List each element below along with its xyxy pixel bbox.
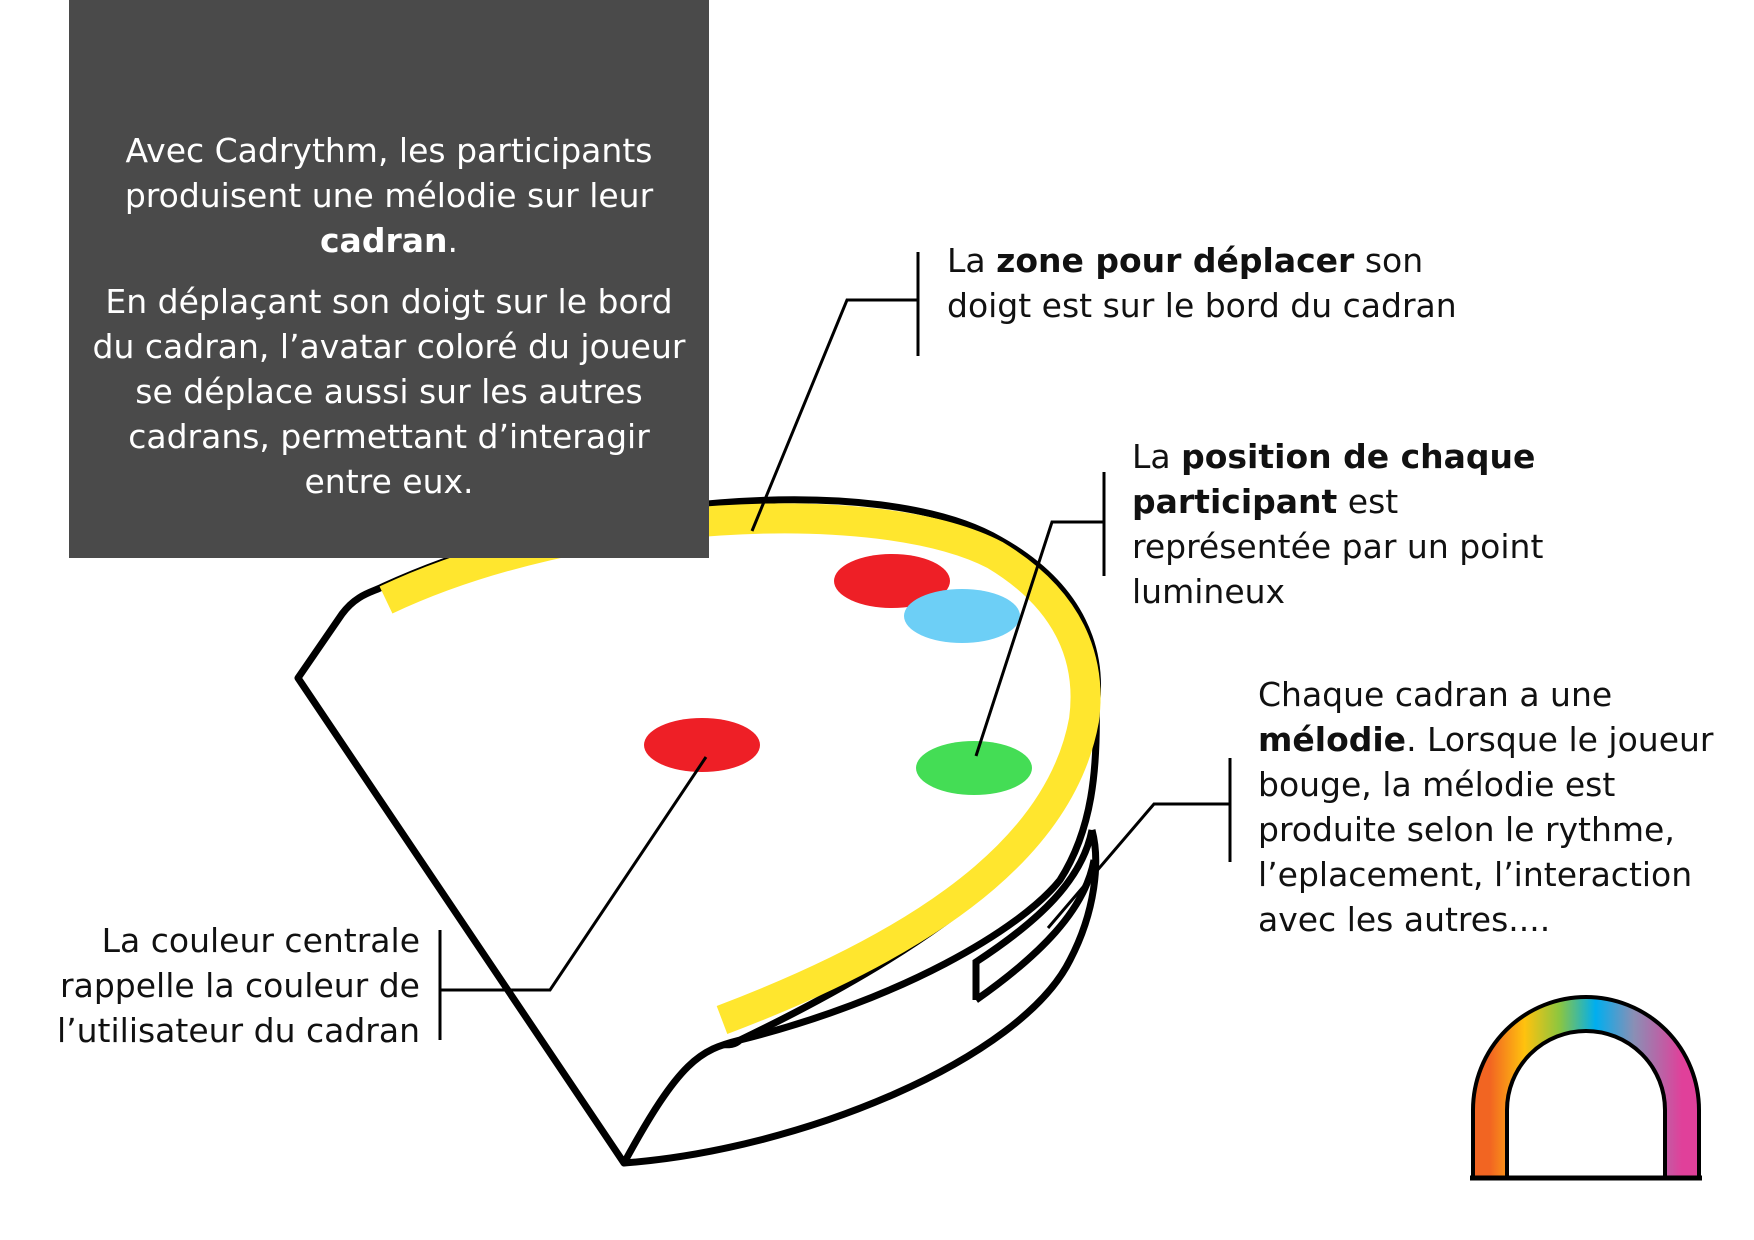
annotation-melodie: Chaque cadran a une mélodie. Lorsque le … bbox=[1258, 675, 1714, 939]
leader-couleur bbox=[440, 756, 708, 992]
intro-paragraph-2: En déplaçant son doigt sur le bord du ca… bbox=[92, 282, 686, 501]
intro-paragraph-1: Avec Cadrythm, les participants produise… bbox=[124, 131, 654, 260]
leader-melodie bbox=[1046, 802, 1230, 929]
dial-side-base bbox=[623, 829, 1100, 1167]
leader-lines bbox=[438, 252, 1232, 1040]
annotation-couleur: La couleur centrale rappelle la couleur … bbox=[56, 921, 420, 1050]
leader-position bbox=[974, 520, 1104, 757]
annotation-position: La position de chaque participant est re… bbox=[1132, 437, 1544, 611]
rainbow-arch-logo bbox=[1470, 995, 1702, 1181]
center-color-dot bbox=[644, 718, 760, 772]
annotation-zone: La zone pour déplacer son doigt est sur … bbox=[947, 241, 1457, 325]
intro-box: Avec Cadrythm, les participants produise… bbox=[69, 0, 709, 558]
leader-zone bbox=[750, 298, 918, 532]
participant-dot-green bbox=[916, 741, 1032, 795]
participant-dot-blue bbox=[904, 589, 1020, 643]
participant-dot-red bbox=[834, 554, 950, 608]
